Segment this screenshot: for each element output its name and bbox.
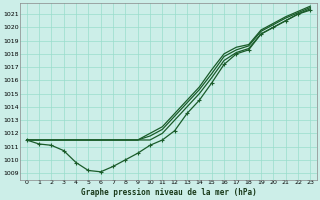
X-axis label: Graphe pression niveau de la mer (hPa): Graphe pression niveau de la mer (hPa) <box>81 188 256 197</box>
